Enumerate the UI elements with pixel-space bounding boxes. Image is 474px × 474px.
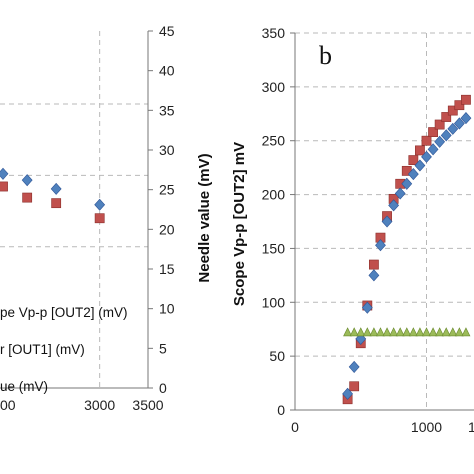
left-x-tick-label: 3500: [132, 397, 163, 413]
right-panel-b: 0501001502002503003500100020001: [262, 25, 474, 435]
b-data-point: [395, 327, 405, 337]
b-data-point: [415, 145, 425, 156]
b-data-point: [441, 327, 451, 337]
b-data-point: [421, 150, 432, 163]
b-data-point: [454, 327, 464, 337]
panel-label-b: b: [319, 41, 332, 70]
b-y-tick-label: 250: [262, 133, 286, 149]
b-data-point: [343, 327, 353, 337]
left-y-tick-label: 45: [159, 23, 175, 39]
b-data-point: [447, 122, 459, 135]
b-y-tick-label: 350: [262, 25, 286, 41]
b-data-point: [349, 327, 359, 337]
b-data-point: [434, 135, 446, 148]
left-y-tick-label: 20: [159, 221, 175, 237]
b-data-point: [453, 117, 465, 130]
b-data-point: [408, 155, 419, 166]
b-data-point: [460, 112, 472, 125]
left-legend-entry: r [OUT1] (mV): [0, 342, 85, 357]
b-data-point: [461, 327, 471, 337]
left-data-point: [94, 198, 106, 211]
b-data-point: [414, 159, 426, 172]
left-y-tick-label: 30: [159, 142, 175, 158]
left-data-point: [50, 182, 62, 195]
b-data-point: [422, 327, 431, 337]
left-x-tick-label: 00: [0, 397, 16, 413]
b-data-point: [401, 177, 413, 190]
b-data-point: [441, 112, 452, 122]
b-data-point: [402, 327, 412, 337]
left-legend-entry: pe Vp-p [OUT2] (mV): [0, 305, 128, 320]
b-x-tick-label: 0: [291, 419, 299, 435]
b-data-point: [447, 105, 458, 116]
b-data-point: [428, 327, 438, 337]
left-y-tick-label: 35: [159, 102, 175, 118]
b-data-point: [368, 269, 380, 282]
b-data-point: [434, 119, 445, 130]
b-data-point: [382, 327, 392, 337]
b-data-point: [368, 259, 379, 270]
left-data-point: [94, 213, 105, 224]
b-data-point: [407, 168, 419, 181]
left-y-tick-label: 15: [159, 261, 175, 277]
b-y-tick-label: 0: [277, 402, 285, 418]
left-y-tick-label: 5: [159, 340, 167, 356]
b-data-point: [362, 327, 372, 337]
b-data-point: [342, 387, 354, 400]
b-data-point: [381, 215, 393, 228]
b-data-point: [361, 301, 373, 314]
b-data-point: [448, 327, 458, 337]
left-data-point: [21, 174, 33, 187]
b-y-tick-label: 200: [262, 187, 286, 203]
b-y-tick-label: 300: [262, 79, 286, 95]
b-data-point: [408, 327, 418, 337]
left-data-point: [51, 198, 62, 209]
b-data-point: [421, 135, 432, 146]
b-data-point: [428, 127, 438, 137]
b-data-point: [349, 381, 360, 392]
right-y-axis-title: Scope Vp-p [OUT2] mV: [231, 142, 248, 306]
b-data-point: [427, 143, 439, 156]
left-data-point: [22, 192, 33, 203]
b-data-point: [356, 327, 366, 337]
b-data-point: [415, 327, 425, 337]
left-y-tick-label: 0: [159, 380, 167, 396]
b-x-tick-label: 1000: [411, 419, 442, 435]
left-data-point: [0, 167, 9, 180]
b-data-point: [389, 327, 399, 337]
b-data-point: [369, 327, 379, 337]
left-legend-entry: ue (mV): [0, 379, 48, 394]
left-y-axis-title: Needle value (mV): [196, 153, 213, 282]
left-x-tick-label: 3000: [84, 397, 115, 413]
b-data-point: [440, 129, 452, 142]
b-data-point: [388, 199, 400, 212]
b-data-point: [375, 327, 385, 337]
b-y-tick-label: 100: [262, 294, 286, 310]
left-data-point: [0, 181, 8, 192]
b-data-point: [435, 327, 445, 337]
b-y-tick-label: 150: [262, 240, 286, 256]
b-data-point: [394, 187, 406, 200]
left-y-tick-label: 25: [159, 182, 175, 198]
left-panel: 0 5 10 15 20 25 30 35 40 45 00 3000 3500 pe Vp-p [OUT…: [0, 23, 175, 413]
left-y-tick-label: 10: [159, 301, 175, 317]
b-x-tick-label: 1: [468, 419, 474, 435]
b-data-point: [375, 239, 386, 252]
b-data-point: [454, 100, 465, 111]
b-y-tick-label: 50: [269, 348, 285, 364]
b-data-point: [348, 360, 360, 373]
left-y-tick-label: 40: [159, 63, 175, 79]
b-data-point: [461, 94, 471, 105]
